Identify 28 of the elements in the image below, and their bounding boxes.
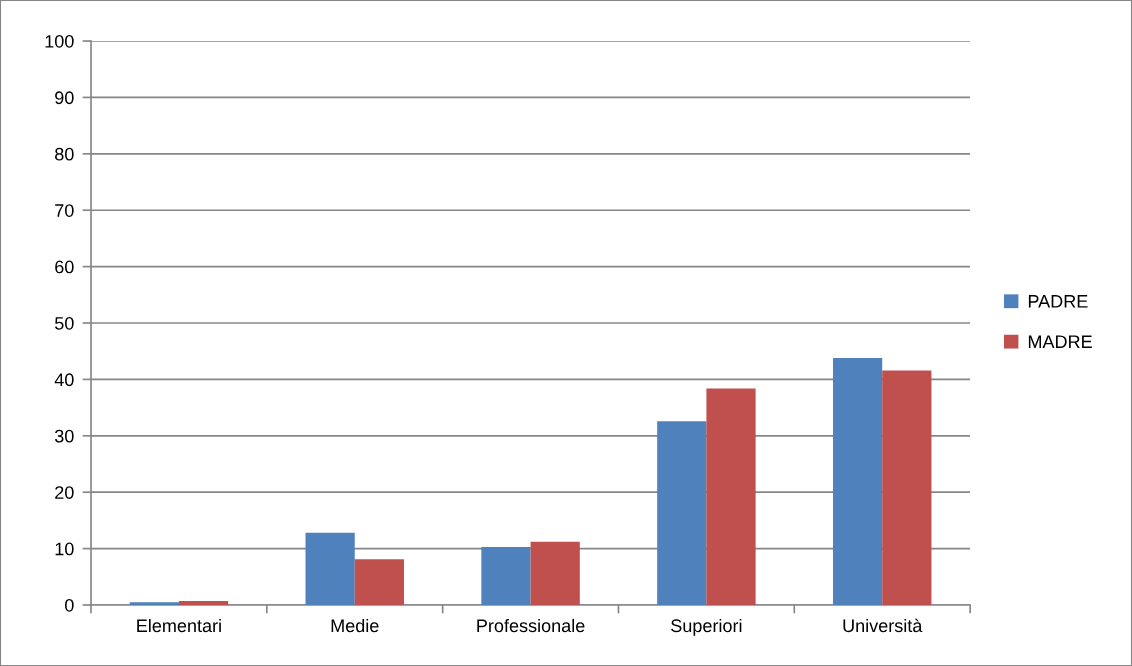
bar bbox=[305, 532, 355, 605]
y-tick-label: 60 bbox=[55, 260, 74, 274]
legend-label: MADRE bbox=[1028, 335, 1092, 348]
legend-label: PADRE bbox=[1028, 295, 1088, 308]
bar bbox=[882, 370, 932, 605]
x-tick-label: Università bbox=[843, 618, 923, 633]
y-tick-label: 20 bbox=[55, 486, 74, 499]
y-tick-label: 100 bbox=[45, 34, 74, 48]
y-tick-label: 70 bbox=[55, 204, 74, 217]
bar bbox=[481, 546, 531, 605]
y-tick-label: 90 bbox=[55, 91, 74, 105]
x-tick-label: Elementari bbox=[137, 618, 221, 633]
y-tick-label: 10 bbox=[55, 542, 74, 556]
bar bbox=[354, 559, 404, 605]
y-tick-label: 80 bbox=[55, 147, 74, 161]
x-tick-label: Professionale bbox=[477, 618, 585, 633]
bar bbox=[832, 357, 883, 605]
y-tick-label: 40 bbox=[54, 373, 74, 387]
bar bbox=[657, 421, 707, 605]
x-tick-label: Medie bbox=[331, 618, 379, 633]
x-tick-label: Superiori bbox=[671, 618, 742, 636]
y-tick-label: 50 bbox=[54, 316, 74, 330]
y-tick-label: 0 bbox=[65, 598, 74, 612]
bar bbox=[178, 601, 229, 605]
bar bbox=[706, 388, 756, 605]
y-tick-label: 30 bbox=[54, 429, 74, 443]
bar bbox=[129, 602, 179, 605]
bar bbox=[530, 541, 580, 605]
